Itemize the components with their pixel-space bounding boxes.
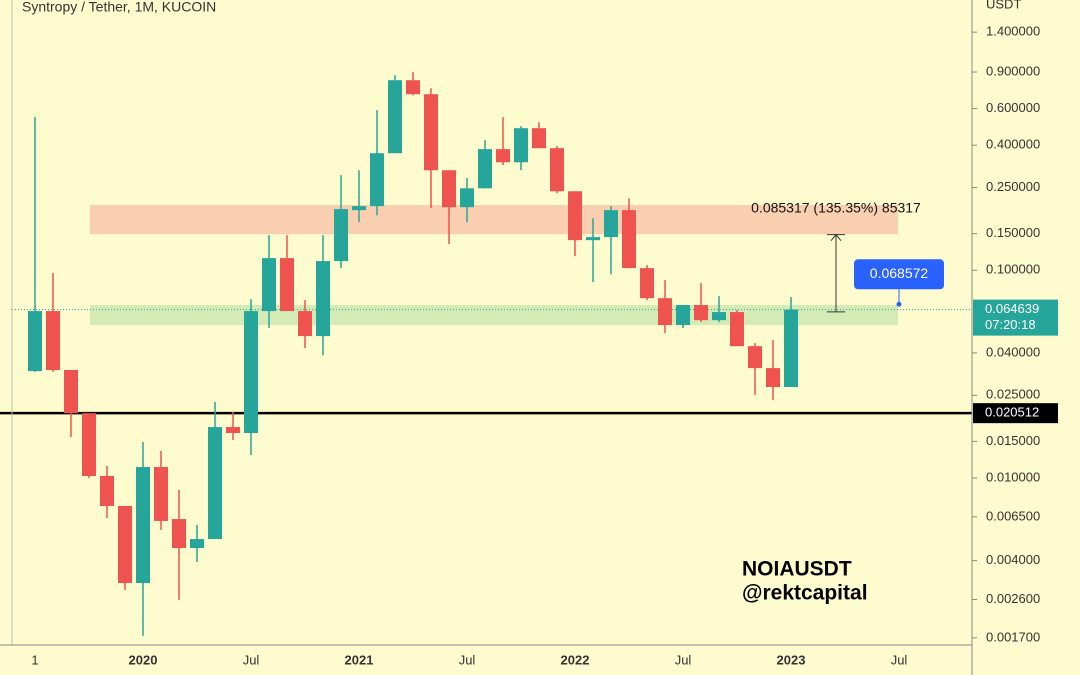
alert-price: 0.068572 [870,265,929,281]
y-tick-label: 0.025000 [986,387,1040,402]
candle-body [262,258,276,312]
y-tick-label: 0.010000 [986,469,1040,484]
zone [90,305,898,326]
candle-body [658,298,672,326]
x-tick-label: 1 [31,652,38,667]
y-tick-label: 0.600000 [986,100,1040,115]
candle-body [118,505,132,584]
y-tick-label: 0.006500 [986,508,1040,523]
watermark: NOIAUSDT [742,558,852,581]
last-price: 0.064639 [985,301,1039,316]
candle-body [388,80,402,154]
candle-body [712,312,726,321]
candle-body [208,427,222,540]
candle-body [460,188,474,208]
candle-body [586,237,600,241]
candle-body [532,128,546,149]
candle-body [46,311,60,370]
candle-body [694,305,708,321]
y-tick-label: 0.040000 [986,344,1040,359]
alert-badge [854,259,944,290]
candle-body [784,309,798,388]
y-tick-label: 0.400000 [986,137,1040,152]
alert-dot [896,301,902,307]
measure-label: 0.085317 (135.35%) 85317 [751,199,921,215]
x-tick-label: 2021 [345,652,374,667]
candle-body [442,170,456,208]
candle-body [298,311,312,337]
zone [90,205,898,235]
candle-body [154,467,168,521]
y-tick-label: 0.002600 [986,591,1040,606]
support-price: 0.020512 [985,405,1039,420]
candle-body [316,261,330,337]
price-badges: 1.400000 0.900000 0.600000 0.400000 0.250000… [31,24,1058,667]
y-tick-label: 0.100000 [986,262,1040,277]
candle-body [334,209,348,262]
measure-arrow [830,233,842,241]
chart-title: Syntropy / Tether, 1M, KUCOIN [22,0,216,15]
support-badge [973,403,1058,424]
candle-body [604,210,618,238]
candle-body [406,80,420,95]
x-tick-label: 2020 [129,652,158,667]
candle-body [766,368,780,388]
y-tick-label: 0.001700 [986,629,1040,644]
x-tick-label: 2022 [561,652,590,667]
candle-body [730,312,744,347]
y-tick-label: 0.004000 [986,552,1040,567]
candle-body [100,476,114,506]
candle-body [82,413,96,477]
candle-body [370,153,384,207]
x-tick-label: Jul [459,652,476,667]
candle-body [514,128,528,163]
candle-body [550,148,564,192]
y-tick-label: 1.400000 [986,24,1040,39]
candle-body [568,191,582,241]
candle-body [622,210,636,269]
candle-body [424,94,438,171]
x-tick-label: 2023 [777,652,806,667]
candle-body [352,206,366,211]
y-tick-label: 0.900000 [986,63,1040,78]
y-tick-label: 0.250000 [986,179,1040,194]
candle-body [280,258,294,312]
candle-body [244,311,258,434]
candle-body [748,346,762,369]
x-tick-label: Jul [891,652,908,667]
candle-body [640,268,654,299]
watermark: @rektcapital [742,582,868,605]
y-axis-label: USDT [986,0,1021,11]
y-tick-label: 0.150000 [986,225,1040,240]
last-price-badge [973,299,1058,336]
candle-body [496,149,510,163]
candle-body [190,539,204,549]
candle-body [28,311,42,372]
candle-body [172,519,186,549]
candle-body [226,427,240,434]
x-tick-label: Jul [675,652,692,667]
y-tick-label: 0.015000 [986,433,1040,448]
plot: 0.085317 (135.35%) 85317 0.068572 [0,72,972,636]
candle-body [64,369,78,414]
x-tick-label: Jul [243,652,260,667]
candle-body [478,149,492,189]
countdown: 07:20:18 [985,317,1036,332]
candle-body [676,305,690,326]
candle-body [136,467,150,584]
